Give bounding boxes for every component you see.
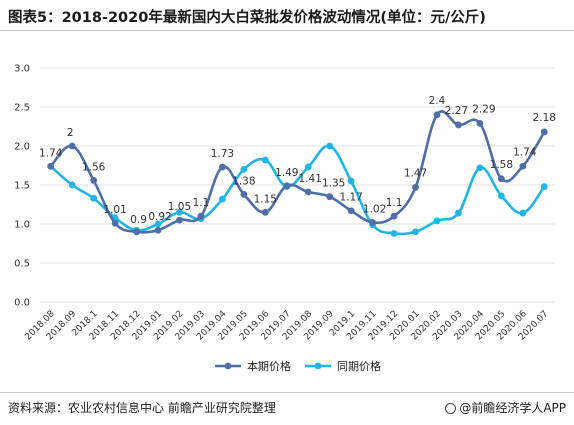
data-point [540,128,548,136]
series-line [49,144,546,236]
data-point [261,208,269,216]
data-point [497,192,505,200]
data-point [154,220,162,228]
data-point [68,181,76,189]
data-point [390,229,398,237]
data-label: 1.35 [322,178,345,190]
data-label: 1.38 [232,175,255,187]
data-point [519,209,527,217]
data-point [455,209,462,217]
data-point [240,166,248,173]
data-point [218,163,226,171]
data-point [240,190,248,198]
series-prior [47,142,548,237]
line-chart: 0.00.51.01.52.02.53.02018.082018.092018.… [14,64,556,374]
data-label: 2.18 [533,112,556,124]
data-point [455,121,462,129]
data-label: 1.73 [211,148,234,160]
y-tick-label: 2.5 [14,103,30,114]
brand-logo-icon [445,403,457,414]
data-point [261,156,269,164]
y-tick-label: 0.0 [14,298,30,309]
data-point [304,188,312,196]
data-point [476,119,484,127]
data-point [176,208,183,216]
data-label: 2.29 [472,103,495,115]
data-point [476,164,484,172]
data-label: 1.74 [513,146,537,158]
data-point [433,111,441,119]
data-point [47,162,55,170]
data-point [154,226,162,234]
title-divider [0,30,574,31]
data-label: 1.01 [103,204,126,216]
data-point [68,142,76,150]
data-label: 1.47 [404,167,427,179]
series-current [47,110,548,236]
data-point [90,194,98,202]
data-label: 1.49 [275,167,298,179]
legend-label: 同期价格 [337,359,381,373]
data-point [540,183,548,190]
data-point [390,212,398,220]
data-label: 1.02 [363,203,386,215]
brand-text: @前瞻经济学人APP [459,401,566,415]
footer-divider [0,392,574,393]
data-point [304,163,312,171]
data-label: 2.27 [445,105,468,117]
data-label: 1.15 [254,193,277,205]
data-label: 1.58 [490,159,513,171]
data-point [133,228,140,236]
data-point [326,193,334,201]
legend-swatch-marker [224,362,232,370]
data-label: 0.9 [130,214,147,226]
y-tick-label: 1.5 [14,181,30,192]
data-label: 1.74 [39,147,63,159]
data-point [111,219,119,227]
brand-credit: @前瞻经济学人APP [445,399,566,416]
legend-item-prior: 同期价格 [305,359,381,373]
data-point [326,142,334,150]
y-tick-label: 0.5 [14,259,30,270]
data-point [369,219,377,226]
y-tick-label: 3.0 [14,64,30,75]
data-point [433,217,441,225]
data-point [347,177,355,185]
data-label: 2.4 [429,95,446,107]
legend-swatch-marker [314,362,322,370]
source-note: 资料来源：农业农村信息中心 前瞻产业研究院整理 [8,401,276,415]
chart-title: 图表5：2018-2020年最新国内大白菜批发价格波动情况(单位：元/公斤) [8,10,486,26]
data-label: 1.17 [339,192,362,204]
data-label: 1.1 [193,197,210,209]
y-tick-label: 1.0 [14,220,30,231]
data-label: 1.05 [168,201,191,213]
data-point [497,175,505,183]
legend-label: 本期价格 [247,359,291,373]
data-label: 1.56 [82,161,106,173]
data-point [519,162,527,170]
data-point [218,195,226,203]
data-point [412,183,419,191]
data-point [347,207,355,215]
data-point [176,216,183,224]
data-label: 1.1 [386,197,403,209]
data-point [197,212,205,220]
data-point [412,228,419,236]
y-tick-label: 2.0 [14,142,30,153]
data-label: 1.41 [299,173,322,185]
data-point [90,176,98,184]
data-label: 0.92 [148,211,171,223]
legend-item-current: 本期价格 [215,359,291,373]
data-point [283,182,291,190]
data-label: 2 [67,127,74,139]
